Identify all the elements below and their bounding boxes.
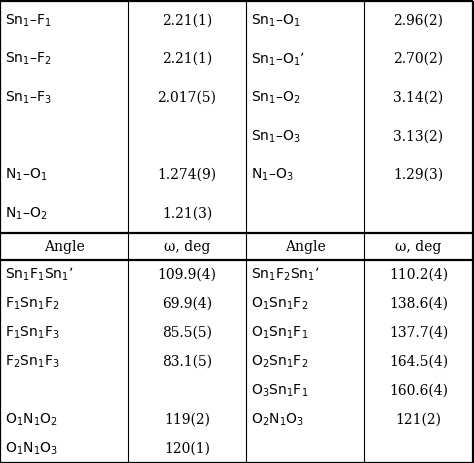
Text: $\mathrm{F_1Sn_1F_3}$: $\mathrm{F_1Sn_1F_3}$ bbox=[5, 324, 60, 341]
Text: $\mathrm{F_2Sn_1F_3}$: $\mathrm{F_2Sn_1F_3}$ bbox=[5, 353, 60, 369]
Text: Angle: Angle bbox=[284, 239, 325, 254]
Text: $\mathrm{Sn_1}$–$\mathrm{O_3}$: $\mathrm{Sn_1}$–$\mathrm{O_3}$ bbox=[251, 128, 301, 144]
Text: $\mathrm{Sn_1}$–$\mathrm{O_1}$: $\mathrm{Sn_1}$–$\mathrm{O_1}$ bbox=[251, 12, 301, 29]
Text: 164.5(4): 164.5(4) bbox=[389, 355, 448, 369]
Text: $\mathrm{O_2N_1O_3}$: $\mathrm{O_2N_1O_3}$ bbox=[251, 411, 304, 428]
Text: 2.96(2): 2.96(2) bbox=[393, 13, 444, 27]
Text: 1.274(9): 1.274(9) bbox=[157, 168, 217, 182]
Text: 119(2): 119(2) bbox=[164, 413, 210, 426]
Text: $\mathrm{Sn_1}$–$\mathrm{O_1}$’: $\mathrm{Sn_1}$–$\mathrm{O_1}$’ bbox=[251, 50, 305, 68]
Text: $\mathrm{Sn_1}$–$\mathrm{F_1}$: $\mathrm{Sn_1}$–$\mathrm{F_1}$ bbox=[5, 12, 52, 29]
Text: 110.2(4): 110.2(4) bbox=[389, 268, 448, 282]
Text: $\mathrm{N_1}$–$\mathrm{O_2}$: $\mathrm{N_1}$–$\mathrm{O_2}$ bbox=[5, 206, 47, 222]
Text: 137.7(4): 137.7(4) bbox=[389, 325, 448, 339]
Text: $\mathrm{Sn_1}$–$\mathrm{F_3}$: $\mathrm{Sn_1}$–$\mathrm{F_3}$ bbox=[5, 89, 52, 106]
Text: 85.5(5): 85.5(5) bbox=[162, 325, 212, 339]
Text: 3.13(2): 3.13(2) bbox=[393, 129, 444, 144]
Text: $\mathrm{F_1Sn_1F_2}$: $\mathrm{F_1Sn_1F_2}$ bbox=[5, 295, 59, 312]
Text: $\mathrm{Sn_1}$–$\mathrm{F_2}$: $\mathrm{Sn_1}$–$\mathrm{F_2}$ bbox=[5, 51, 52, 67]
Text: $\mathrm{O_2Sn_1F_2}$: $\mathrm{O_2Sn_1F_2}$ bbox=[251, 353, 308, 369]
Text: 2.21(1): 2.21(1) bbox=[162, 13, 212, 27]
Text: $\mathrm{O_3Sn_1F_1}$: $\mathrm{O_3Sn_1F_1}$ bbox=[251, 382, 308, 399]
Text: 1.21(3): 1.21(3) bbox=[162, 206, 212, 221]
Text: ω, deg: ω, deg bbox=[164, 239, 210, 254]
Text: $\mathrm{O_1N_1O_3}$: $\mathrm{O_1N_1O_3}$ bbox=[5, 440, 58, 457]
Text: 138.6(4): 138.6(4) bbox=[389, 296, 448, 311]
Text: $\mathrm{Sn_1F_2Sn_1}$’: $\mathrm{Sn_1F_2Sn_1}$’ bbox=[251, 266, 319, 283]
Text: $\mathrm{Sn_1F_1Sn_1}$’: $\mathrm{Sn_1F_1Sn_1}$’ bbox=[5, 266, 73, 283]
Text: ω, deg: ω, deg bbox=[395, 239, 442, 254]
Text: Angle: Angle bbox=[44, 239, 84, 254]
Text: $\mathrm{O_1Sn_1F_1}$: $\mathrm{O_1Sn_1F_1}$ bbox=[251, 324, 308, 341]
Text: 109.9(4): 109.9(4) bbox=[157, 268, 217, 282]
Text: $\mathrm{Sn_1}$–$\mathrm{O_2}$: $\mathrm{Sn_1}$–$\mathrm{O_2}$ bbox=[251, 89, 301, 106]
Text: 3.14(2): 3.14(2) bbox=[393, 91, 444, 105]
Text: 160.6(4): 160.6(4) bbox=[389, 383, 448, 398]
Text: 1.29(3): 1.29(3) bbox=[393, 168, 444, 182]
Text: 2.017(5): 2.017(5) bbox=[157, 91, 217, 105]
Text: $\mathrm{N_1}$–$\mathrm{O_1}$: $\mathrm{N_1}$–$\mathrm{O_1}$ bbox=[5, 167, 47, 183]
Text: $\mathrm{O_1Sn_1F_2}$: $\mathrm{O_1Sn_1F_2}$ bbox=[251, 295, 308, 312]
Text: 121(2): 121(2) bbox=[395, 413, 441, 426]
Text: $\mathrm{O_1N_1O_2}$: $\mathrm{O_1N_1O_2}$ bbox=[5, 411, 58, 428]
Text: 69.9(4): 69.9(4) bbox=[162, 296, 212, 311]
Text: 120(1): 120(1) bbox=[164, 442, 210, 456]
Text: 2.21(1): 2.21(1) bbox=[162, 52, 212, 66]
Text: $\mathrm{N_1}$–$\mathrm{O_3}$: $\mathrm{N_1}$–$\mathrm{O_3}$ bbox=[251, 167, 293, 183]
Text: 83.1(5): 83.1(5) bbox=[162, 355, 212, 369]
Text: 2.70(2): 2.70(2) bbox=[393, 52, 444, 66]
